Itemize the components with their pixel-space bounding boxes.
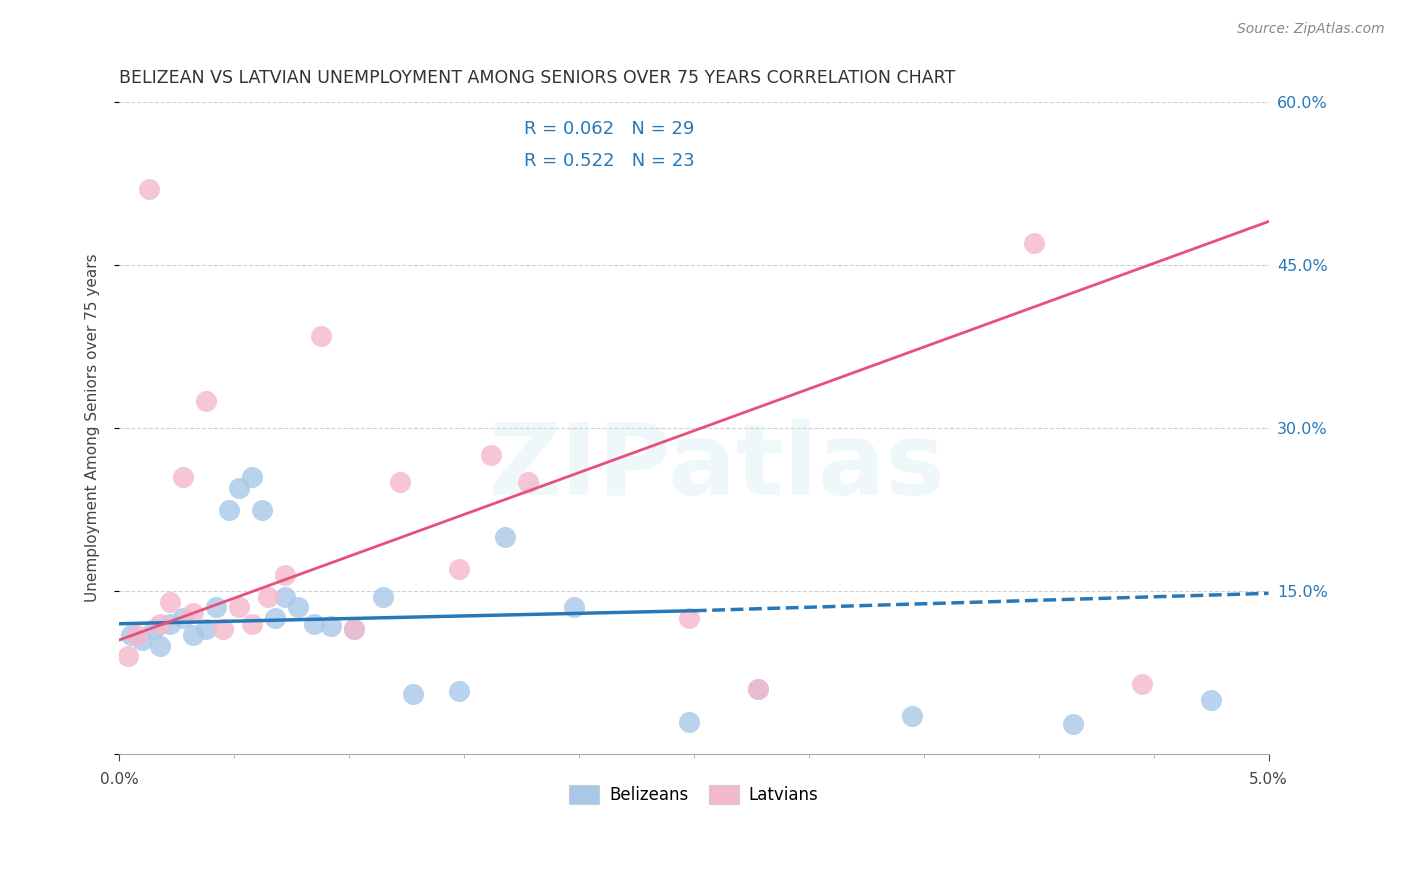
- Point: [494, 530, 516, 544]
- Point: [257, 590, 280, 604]
- Point: [204, 600, 226, 615]
- Point: [449, 684, 471, 698]
- Point: [120, 627, 142, 641]
- Point: [311, 328, 333, 343]
- Point: [142, 622, 165, 636]
- Point: [250, 502, 273, 516]
- Point: [342, 622, 364, 636]
- Y-axis label: Unemployment Among Seniors over 75 years: Unemployment Among Seniors over 75 years: [86, 254, 100, 602]
- Point: [342, 622, 364, 636]
- Point: [678, 611, 700, 625]
- Point: [1022, 236, 1045, 251]
- Point: [181, 627, 204, 641]
- Point: [195, 622, 218, 636]
- Point: [159, 616, 181, 631]
- Point: [242, 470, 264, 484]
- Point: [402, 687, 425, 701]
- Point: [901, 709, 924, 723]
- Point: [159, 595, 181, 609]
- Point: [747, 681, 769, 696]
- Text: R = 0.522   N = 23: R = 0.522 N = 23: [523, 152, 695, 169]
- Point: [218, 502, 240, 516]
- Text: ZIPatlas: ZIPatlas: [488, 418, 945, 516]
- Text: BELIZEAN VS LATVIAN UNEMPLOYMENT AMONG SENIORS OVER 75 YEARS CORRELATION CHART: BELIZEAN VS LATVIAN UNEMPLOYMENT AMONG S…: [120, 69, 955, 87]
- Point: [172, 470, 194, 484]
- Point: [1062, 716, 1084, 731]
- Point: [388, 475, 411, 490]
- Point: [273, 590, 295, 604]
- Point: [1130, 676, 1153, 690]
- Point: [273, 567, 295, 582]
- Text: Source: ZipAtlas.com: Source: ZipAtlas.com: [1237, 22, 1385, 37]
- Point: [127, 627, 149, 641]
- Point: [1199, 693, 1222, 707]
- Point: [747, 681, 769, 696]
- Point: [138, 182, 160, 196]
- Point: [195, 393, 218, 408]
- Point: [304, 616, 326, 631]
- Point: [678, 714, 700, 729]
- Point: [319, 619, 342, 633]
- Point: [562, 600, 585, 615]
- Point: [149, 616, 172, 631]
- Point: [481, 448, 503, 462]
- Point: [172, 611, 194, 625]
- Point: [449, 562, 471, 576]
- Legend: Belizeans, Latvians: Belizeans, Latvians: [562, 779, 825, 811]
- Point: [228, 481, 250, 495]
- Point: [149, 639, 172, 653]
- Point: [287, 600, 309, 615]
- Point: [264, 611, 287, 625]
- Point: [131, 633, 153, 648]
- Point: [211, 622, 233, 636]
- Point: [117, 649, 139, 664]
- Text: R = 0.062   N = 29: R = 0.062 N = 29: [523, 120, 695, 138]
- Point: [373, 590, 395, 604]
- Point: [181, 606, 204, 620]
- Point: [517, 475, 540, 490]
- Point: [228, 600, 250, 615]
- Point: [242, 616, 264, 631]
